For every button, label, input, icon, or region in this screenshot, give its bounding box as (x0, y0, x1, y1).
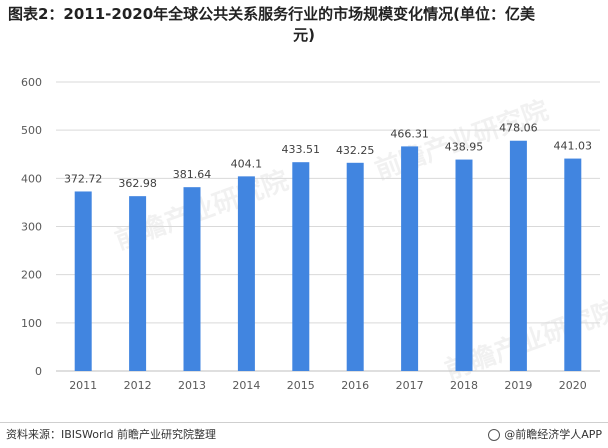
x-tick-label: 2016 (341, 379, 369, 392)
bar (455, 159, 473, 371)
y-tick-label: 400 (21, 172, 42, 185)
y-tick-label: 300 (21, 221, 42, 234)
brand-label: @前瞻经济学人APP (504, 428, 602, 441)
bar-value-label: 441.03 (554, 140, 593, 153)
bar-value-label: 432.25 (336, 144, 375, 157)
chart-title-line1: 图表2：2011-2020年全球公共关系服务行业的市场规模变化情况(单位：亿美 (8, 5, 536, 23)
bar-value-label: 438.95 (445, 141, 484, 154)
bar (237, 176, 255, 371)
x-tick-label: 2017 (396, 379, 424, 392)
bar (129, 196, 147, 371)
brand-credit: @前瞻经济学人APP (488, 423, 602, 447)
bar-value-label: 372.72 (64, 172, 103, 185)
source-note: 资料来源：IBISWorld 前瞻产业研究院整理 (6, 428, 217, 441)
x-tick-label: 2015 (287, 379, 315, 392)
chart-title-line2: 元) (293, 26, 315, 44)
y-tick-label: 0 (35, 365, 42, 378)
y-tick-label: 200 (21, 269, 42, 282)
bar-value-label: 433.51 (282, 143, 321, 156)
bar (401, 146, 419, 371)
y-tick-label: 100 (21, 317, 42, 330)
bar (183, 187, 201, 371)
bar-value-label: 404.1 (231, 157, 263, 170)
brand-logo-icon (488, 429, 501, 441)
y-tick-label: 500 (21, 124, 42, 137)
chart-title: 图表2：2011-2020年全球公共关系服务行业的市场规模变化情况(单位：亿美 … (8, 4, 600, 46)
bar-value-label: 381.64 (173, 168, 212, 181)
y-tick-label: 600 (21, 76, 42, 89)
footer: 资料来源：IBISWorld 前瞻产业研究院整理 @前瞻经济学人APP (0, 422, 608, 448)
x-tick-label: 2019 (504, 379, 532, 392)
x-tick-label: 2012 (124, 379, 152, 392)
x-tick-label: 2018 (450, 379, 478, 392)
bar (346, 162, 364, 371)
x-tick-label: 2011 (69, 379, 97, 392)
bar (292, 162, 310, 371)
bar-value-label: 466.31 (390, 127, 429, 140)
x-tick-label: 2020 (559, 379, 587, 392)
x-tick-label: 2013 (178, 379, 206, 392)
bar (564, 158, 582, 371)
x-tick-label: 2014 (232, 379, 260, 392)
bar (74, 191, 92, 371)
bar-chart: 0 100 200 300 400 500 600 372.72 2011 362.98 2012 3… (21, 76, 600, 392)
bar-value-label: 362.98 (118, 177, 157, 190)
bar (509, 140, 527, 371)
bar-value-label: 478.06 (499, 122, 538, 135)
